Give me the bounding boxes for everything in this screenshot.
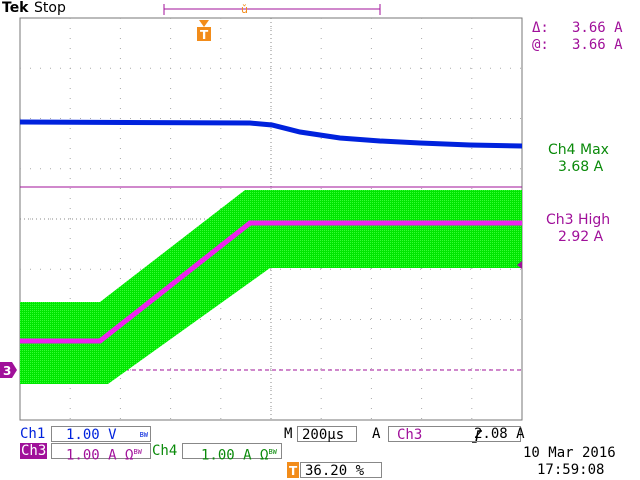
ch4-scale-box[interactable]: 1.00 A ΩBW [182,443,282,464]
rising-edge-icon [472,430,482,443]
cursor-delta-label: Δ: [532,20,549,36]
trigger-coupling: A [372,426,381,442]
ch3-ground-marker[interactable]: 3 [0,362,17,378]
ch4-impedance-icon: Ω [260,447,269,464]
cursor-at-label: @: [532,37,549,53]
measurement-ch3-high-name: Ch3 High [546,212,611,228]
cursor-delta-value: 3.66 A [572,20,623,36]
ch1-scale-box[interactable]: 1.00 V BW [51,426,151,443]
ch4-waveform [19,119,523,149]
time-readout: 17:59:08 [537,462,605,478]
horizontal-position-label: T [289,464,298,478]
timebase-value[interactable]: 200µs [297,426,357,443]
measurement-ch4-max-name: Ch4 Max [548,142,609,158]
brand-logo: Tek [2,0,29,16]
trigger-position-marker[interactable]: T [197,20,211,42]
timebase-label: M [284,426,293,442]
trigger-source[interactable]: Ch3 [388,426,521,443]
ch3-bw-icon: BW [133,448,142,456]
trigger-level-marker[interactable] [517,261,522,269]
ch3-scale: 1.00 A [66,447,117,464]
ch-green-waveform [20,190,522,384]
ch3-waveform [20,220,522,344]
acquisition-status: Stop [34,0,66,16]
status-bar: Tek Stop [0,0,640,18]
date-readout: 10 Mar 2016 [523,445,616,461]
trigger-level: 2.08 A [474,426,525,442]
ch4-scale: 1.00 A [201,447,252,464]
ground-marker-label: 3 [3,364,11,378]
ch3-scale-box[interactable]: 1.00 A ΩBW [51,443,151,464]
horizontal-position-value[interactable]: 36.20 % [300,462,382,479]
ch3-impedance-icon: Ω [125,447,134,464]
ch1-label[interactable]: Ch1 [20,426,46,442]
trigger-marker-label: T [200,28,209,42]
cursor-at-value: 3.66 A [572,37,623,53]
ch3-label[interactable]: Ch3 [20,443,48,459]
horizontal-position-icon: T [287,462,299,478]
ch1-scale: 1.00 V [66,427,117,443]
measurement-ch3-high-value: 2.92 A [558,229,604,245]
ch1-bw-icon: BW [139,431,148,439]
record-view-bar: ǔ [163,3,381,16]
ch4-label[interactable]: Ch4 [152,443,178,459]
ch4-bw-icon: BW [268,448,277,456]
measurement-ch4-max-value: 3.68 A [558,159,604,175]
svg-text:ǔ: ǔ [241,3,248,16]
